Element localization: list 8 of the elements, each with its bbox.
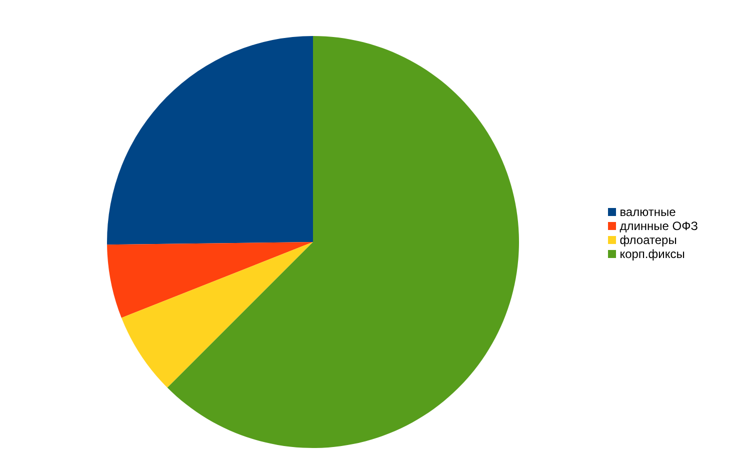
pie-slice (107, 242, 313, 318)
pie-slice (121, 242, 313, 388)
legend-label: валютные (620, 204, 676, 218)
pie-slice (167, 36, 519, 448)
legend-label: флоатеры (620, 232, 677, 246)
legend-label: длинные ОФЗ (620, 218, 698, 232)
pie-slice (107, 36, 313, 245)
legend-label: корп.фиксы (620, 246, 685, 260)
